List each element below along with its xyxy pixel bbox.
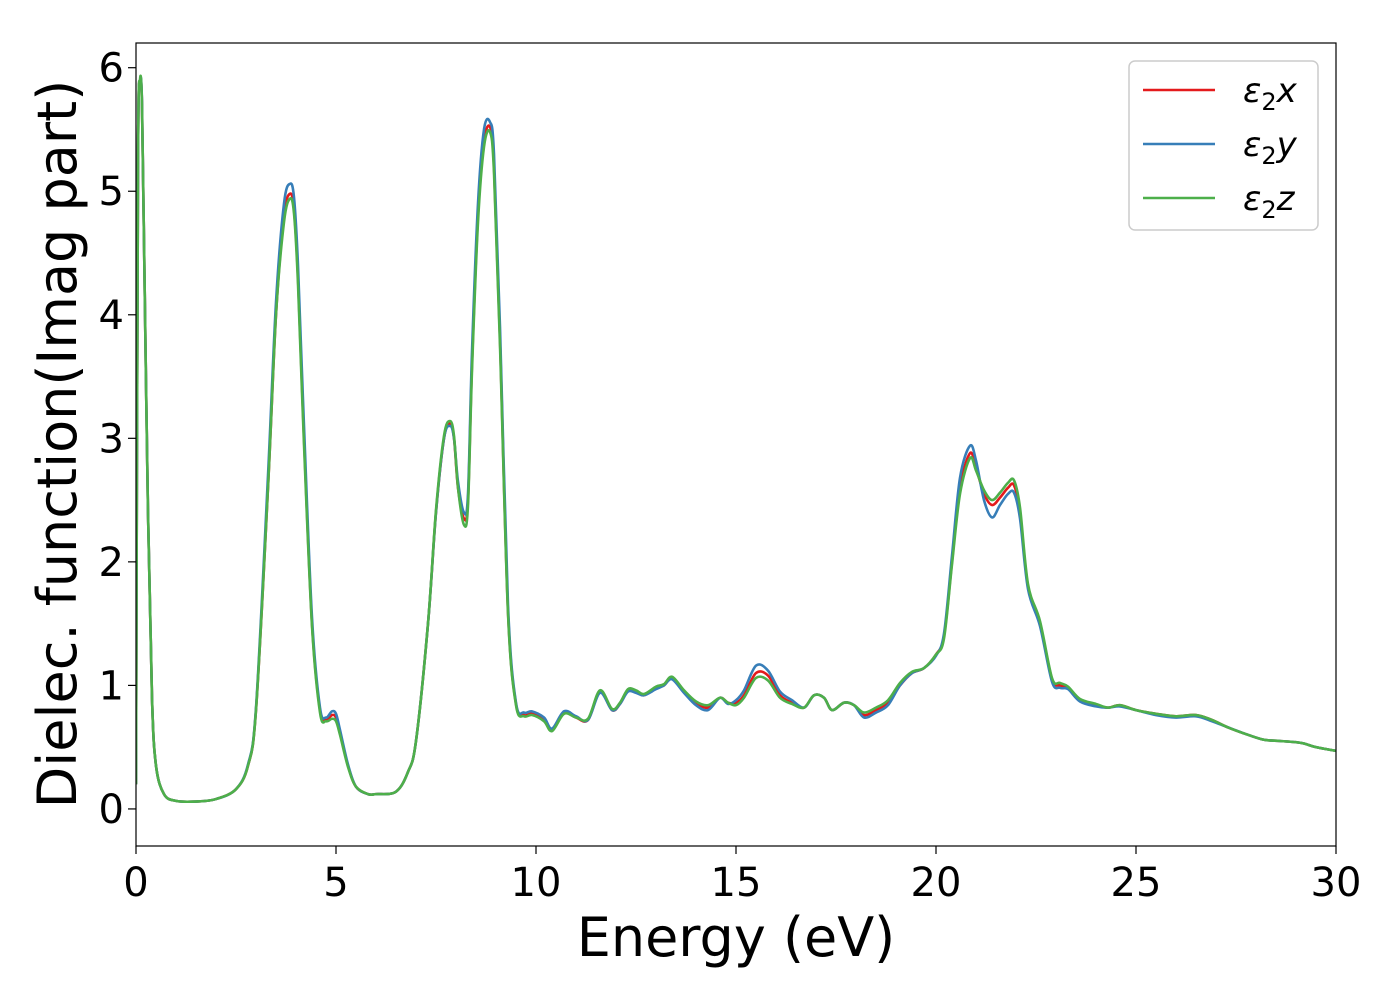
x-tick-label: 0 [123, 860, 148, 906]
y-tick-label: 0 [99, 787, 124, 833]
legend-label-x: ε2x [1243, 71, 1298, 116]
y-tick-label: 4 [99, 293, 124, 339]
x-tick-label: 10 [511, 860, 562, 906]
legend-box [1128, 60, 1319, 231]
x-tick-label: 5 [323, 860, 348, 906]
series-layer [136, 74, 1336, 804]
x-axis-ticks: 0 5 10 15 20 25 30 [123, 846, 1361, 906]
legend-label-z: ε2z [1243, 179, 1296, 224]
y-tick-label: 3 [99, 416, 124, 462]
x-axis-label: Energy (eV) [577, 906, 896, 969]
y-tick-label: 1 [99, 663, 124, 709]
y-axis-ticks: 0 1 2 3 4 5 6 [99, 46, 136, 833]
x-tick-label: 30 [1311, 860, 1362, 906]
y-tick-label: 5 [99, 169, 124, 215]
x-tick-label: 25 [1111, 860, 1162, 906]
plot-frame [135, 42, 1337, 847]
y-tick-label: 6 [99, 46, 124, 92]
x-tick-label: 15 [711, 860, 762, 906]
y-tick-label: 2 [99, 540, 124, 586]
y-axis-label: Dielec. function(Imag part) [26, 80, 89, 809]
series-line-z [136, 74, 1336, 804]
legend-label-y: ε2y [1243, 125, 1298, 170]
x-tick-label: 20 [911, 860, 962, 906]
legend: ε2x ε2y ε2z [1128, 60, 1319, 231]
